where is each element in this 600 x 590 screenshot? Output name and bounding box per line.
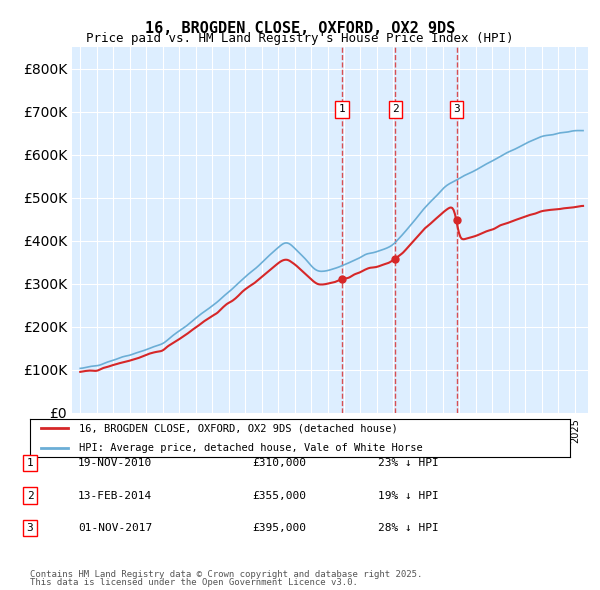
Text: HPI: Average price, detached house, Vale of White Horse: HPI: Average price, detached house, Vale… xyxy=(79,442,422,453)
Text: £395,000: £395,000 xyxy=(252,523,306,533)
Text: 1: 1 xyxy=(338,104,346,114)
Text: 01-NOV-2017: 01-NOV-2017 xyxy=(78,523,152,533)
Text: 2: 2 xyxy=(392,104,399,114)
Text: 2: 2 xyxy=(26,491,34,500)
Text: 23% ↓ HPI: 23% ↓ HPI xyxy=(378,458,439,468)
Text: Price paid vs. HM Land Registry's House Price Index (HPI): Price paid vs. HM Land Registry's House … xyxy=(86,32,514,45)
Text: Contains HM Land Registry data © Crown copyright and database right 2025.: Contains HM Land Registry data © Crown c… xyxy=(30,571,422,579)
Text: 19% ↓ HPI: 19% ↓ HPI xyxy=(378,491,439,500)
Text: 16, BROGDEN CLOSE, OXFORD, OX2 9DS: 16, BROGDEN CLOSE, OXFORD, OX2 9DS xyxy=(145,21,455,35)
Text: This data is licensed under the Open Government Licence v3.0.: This data is licensed under the Open Gov… xyxy=(30,578,358,587)
Text: £310,000: £310,000 xyxy=(252,458,306,468)
Text: 19-NOV-2010: 19-NOV-2010 xyxy=(78,458,152,468)
Text: £355,000: £355,000 xyxy=(252,491,306,500)
Text: 3: 3 xyxy=(453,104,460,114)
Text: 28% ↓ HPI: 28% ↓ HPI xyxy=(378,523,439,533)
Text: 1: 1 xyxy=(26,458,34,468)
Text: 3: 3 xyxy=(26,523,34,533)
Text: 13-FEB-2014: 13-FEB-2014 xyxy=(78,491,152,500)
Text: 16, BROGDEN CLOSE, OXFORD, OX2 9DS (detached house): 16, BROGDEN CLOSE, OXFORD, OX2 9DS (deta… xyxy=(79,424,397,434)
